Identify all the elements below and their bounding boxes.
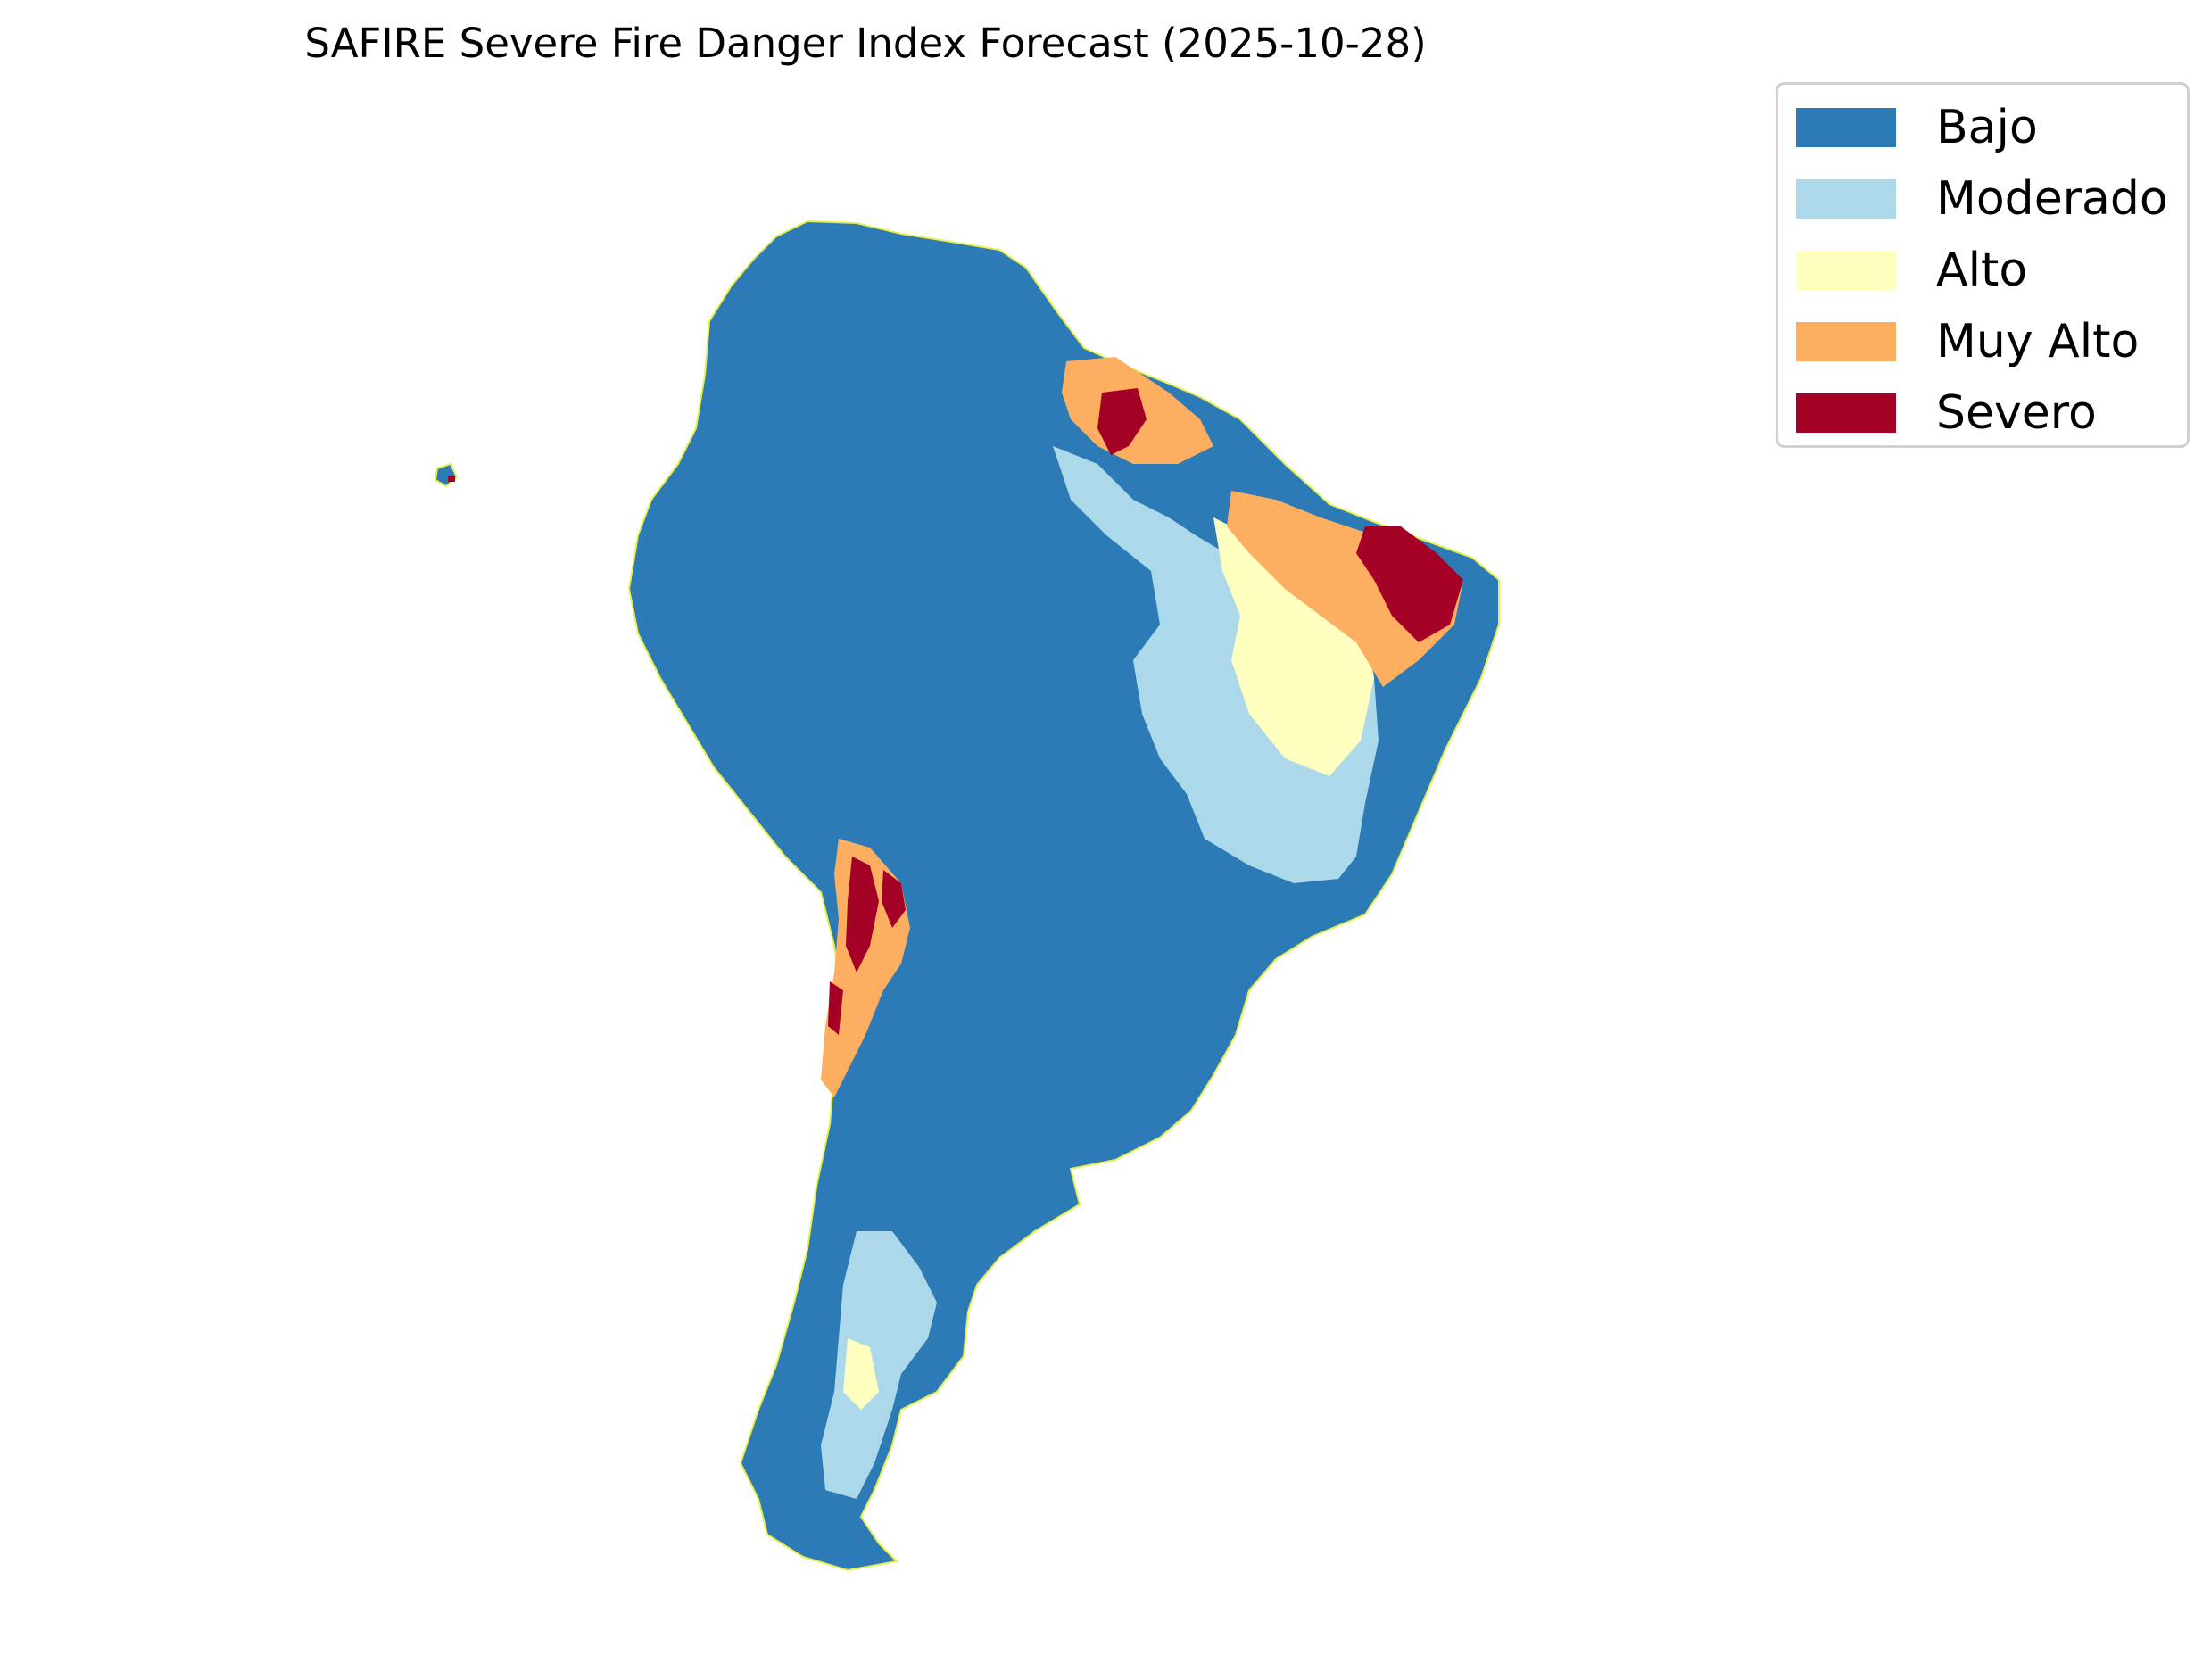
- map-title: SAFIRE Severe Fire Danger Index Forecast…: [304, 20, 1427, 67]
- legend-label-moderado: Moderado: [1936, 172, 2168, 226]
- legend-label-muy-alto: Muy Alto: [1936, 315, 2140, 368]
- severo-central-chile: [828, 981, 843, 1035]
- severo-andes-east: [882, 870, 906, 928]
- moderado-patagonia: [821, 1231, 937, 1499]
- south-america-landmass: [627, 219, 1500, 1572]
- legend-label-bajo: Bajo: [1936, 101, 2038, 154]
- severo-amapa: [1097, 388, 1147, 455]
- severo-ne-brazil: [1356, 526, 1463, 642]
- legend: Bajo Moderado Alto Muy Alto Severo: [1776, 82, 2190, 448]
- galapagos-islands: [434, 462, 459, 488]
- legend-swatch-alto: [1796, 251, 1896, 290]
- legend-item-alto: Alto: [1796, 244, 2027, 297]
- legend-item-bajo: Bajo: [1796, 101, 2038, 154]
- moderado-ne-brazil: [1053, 446, 1379, 883]
- legend-swatch-muy-alto: [1796, 322, 1896, 361]
- legend-swatch-moderado: [1796, 179, 1896, 219]
- muy-alto-ne-brazil: [1227, 491, 1463, 687]
- alto-patagonia: [843, 1338, 879, 1410]
- legend-item-moderado: Moderado: [1796, 172, 2168, 226]
- alto-ne-brazil: [1213, 517, 1374, 776]
- legend-item-severo: Severo: [1796, 386, 2097, 440]
- legend-label-alto: Alto: [1936, 244, 2028, 297]
- severo-andes: [846, 857, 879, 972]
- legend-label-severo: Severo: [1936, 386, 2097, 440]
- galapagos-severo: [448, 476, 455, 482]
- legend-swatch-bajo: [1796, 108, 1896, 147]
- legend-item-muy-alto: Muy Alto: [1796, 315, 2139, 368]
- legend-swatch-severo: [1796, 393, 1896, 433]
